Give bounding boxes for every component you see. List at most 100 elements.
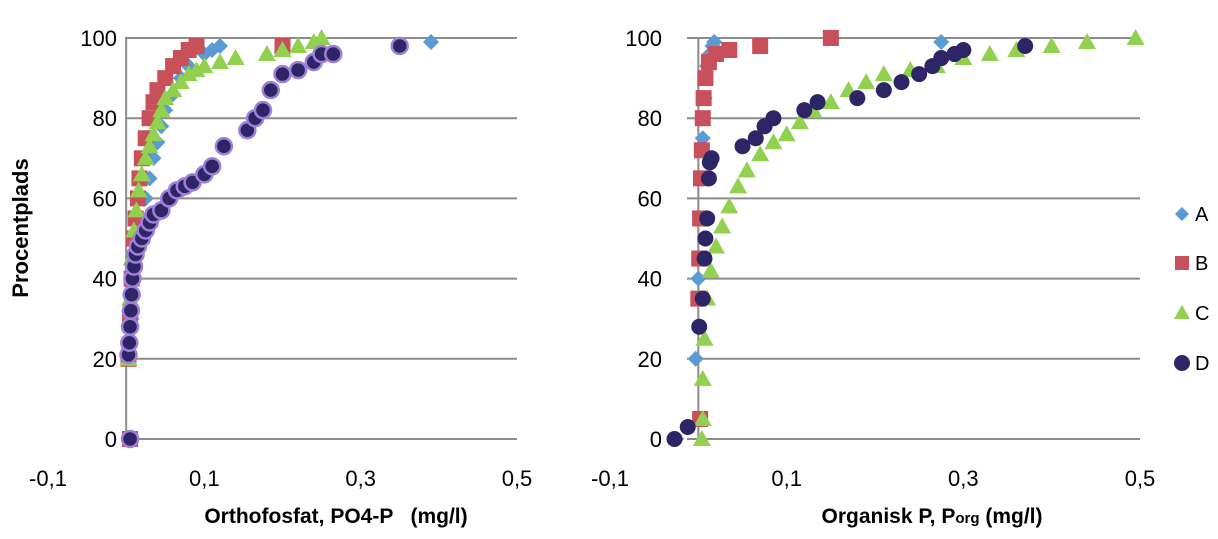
right-point-c-9 — [729, 177, 748, 194]
left-x-axis-label: Orthofosfat, PO4-P (mg/l) — [204, 505, 467, 528]
right-point-c-24 — [1007, 41, 1026, 58]
right-point-c-13 — [777, 125, 796, 142]
right-point-d-5 — [697, 230, 714, 247]
legend-label-a: A — [1195, 204, 1209, 226]
right-series-b — [690, 30, 839, 427]
right-y-tick-80: 80 — [638, 106, 662, 131]
right-point-c-14 — [790, 113, 809, 130]
right-point-d-19 — [911, 66, 928, 83]
right-point-b-13 — [822, 30, 839, 46]
left-point-c-10 — [148, 113, 167, 130]
right-point-b-12 — [752, 38, 769, 55]
left-point-d-25 — [261, 80, 281, 100]
legend-item-b: B — [1175, 253, 1208, 275]
left-point-c-17 — [195, 57, 214, 74]
left-point-d-4 — [121, 301, 141, 320]
left-x-tick-0,5: 0,5 — [502, 466, 533, 491]
left-point-c-21 — [273, 41, 292, 58]
right-x-tick-labels: -0,1 0,1 0,3 0,5 — [591, 466, 1155, 491]
right-point-d-15 — [809, 94, 826, 111]
left-point-a-17 — [211, 38, 228, 55]
right-point-a-12 — [933, 34, 950, 51]
right-x-tick-0,1: 0,1 — [771, 466, 802, 491]
left-point-c-20 — [257, 45, 276, 62]
right-point-c-23 — [980, 45, 999, 62]
right-point-a-1 — [687, 350, 704, 367]
right-point-c-19 — [874, 65, 893, 82]
left-point-c-16 — [187, 61, 206, 78]
legend-marker-b — [1175, 256, 1189, 270]
left-point-c-11 — [152, 101, 171, 118]
left-data-points — [119, 29, 440, 449]
legend: A B C D — [1174, 204, 1209, 375]
right-y-tick-labels: 0 20 40 60 80 100 — [625, 26, 662, 452]
right-point-c-18 — [857, 73, 876, 90]
left-point-d-5 — [122, 285, 141, 304]
right-point-d-21 — [933, 50, 950, 67]
right-series-d — [666, 38, 1034, 447]
left-point-d-24 — [253, 100, 273, 120]
right-point-c-11 — [751, 145, 770, 162]
left-point-c-24 — [312, 29, 331, 45]
left-point-d-31 — [390, 36, 409, 56]
right-point-d-16 — [849, 90, 866, 107]
left-series-d — [119, 36, 409, 449]
right-y-tick-40: 40 — [638, 267, 662, 292]
right-x-tick-0,5: 0,5 — [1125, 466, 1156, 491]
legend-item-c: C — [1174, 303, 1209, 325]
right-point-c-0 — [692, 430, 711, 446]
left-y-tick-60: 60 — [93, 186, 117, 211]
right-point-c-25 — [1042, 37, 1061, 54]
left-x-tick-labels: -0,1 0,1 0,3 0,5 — [29, 466, 532, 491]
right-point-c-16 — [821, 93, 840, 110]
right-point-c-7 — [713, 217, 732, 234]
left-y-tick-20: 20 — [93, 347, 117, 372]
right-point-d-10 — [734, 138, 751, 155]
right-point-d-9 — [703, 150, 720, 167]
right-point-d-23 — [955, 42, 972, 59]
legend-marker-c — [1174, 305, 1190, 319]
left-y-tick-80: 80 — [93, 106, 117, 131]
left-point-c-9 — [144, 125, 163, 142]
legend-label-c: C — [1195, 303, 1209, 325]
right-point-d-6 — [699, 210, 716, 227]
left-point-d-26 — [273, 64, 292, 84]
right-point-c-27 — [1126, 29, 1145, 45]
right-point-c-5 — [701, 261, 720, 278]
legend-item-a: A — [1175, 204, 1209, 226]
legend-marker-a — [1175, 207, 1189, 221]
left-point-d-2 — [120, 333, 139, 353]
left-y-tick-40: 40 — [93, 267, 117, 292]
right-point-c-10 — [737, 161, 756, 178]
left-y-tick-labels: 0 20 40 60 80 100 — [80, 26, 117, 452]
right-point-d-13 — [765, 110, 782, 127]
right-series-c — [692, 29, 1145, 446]
left-point-b-17 — [188, 38, 205, 55]
right-x-axis-label: Organisk P, Porg (mg/l) — [821, 505, 1042, 528]
right-y-tick-0: 0 — [650, 427, 662, 452]
right-point-a-2 — [690, 270, 707, 287]
left-point-c-14 — [171, 73, 190, 90]
legend-item-d: D — [1174, 353, 1209, 375]
left-point-d-20 — [202, 157, 222, 176]
left-x-tick-0,3: 0,3 — [345, 466, 376, 491]
left-point-a-18 — [423, 34, 440, 51]
left-point-c-8 — [140, 137, 159, 154]
left-point-c-19 — [226, 49, 245, 66]
right-point-d-17 — [875, 82, 892, 99]
right-x-tick-0,3: 0,3 — [948, 466, 979, 491]
right-point-d-7 — [700, 170, 717, 187]
right-point-a-6 — [694, 130, 711, 147]
right-y-tick-100: 100 — [625, 26, 662, 51]
legend-label-d: D — [1195, 353, 1209, 375]
left-point-b-11 — [145, 94, 162, 111]
left-point-d-3 — [120, 317, 140, 336]
right-point-d-2 — [691, 318, 708, 335]
left-y-tick-100: 100 — [80, 26, 117, 51]
left-point-d-30 — [324, 44, 343, 64]
left-y-axis-label: Procentplads — [8, 158, 33, 297]
right-point-d-0 — [666, 431, 683, 447]
right-gridlines — [687, 37, 1140, 440]
